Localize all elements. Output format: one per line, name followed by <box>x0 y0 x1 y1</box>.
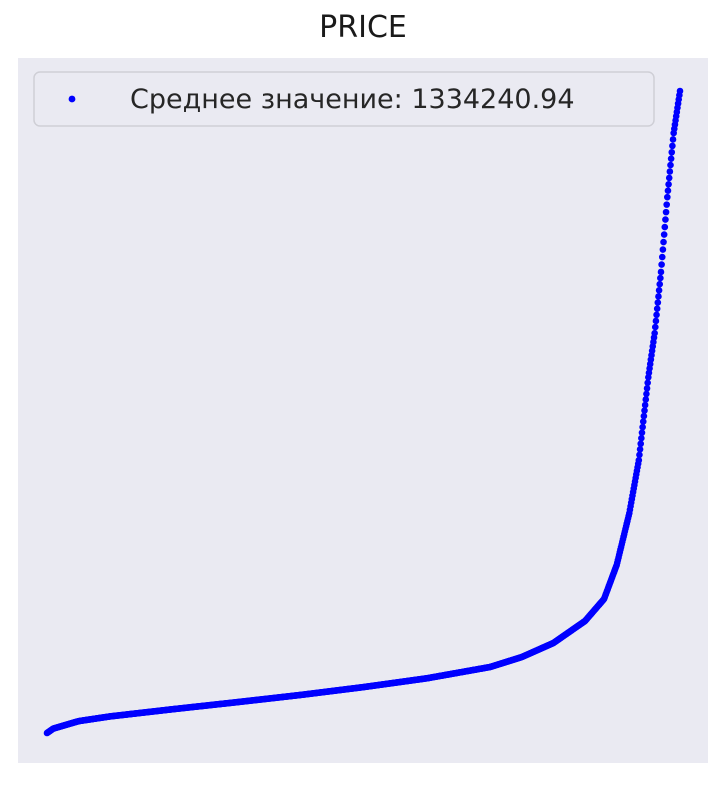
data-point <box>641 401 649 409</box>
data-point <box>662 216 669 223</box>
legend-box <box>33 71 655 127</box>
data-point <box>665 181 672 188</box>
data-point <box>652 317 660 325</box>
data-point <box>653 305 661 313</box>
data-point <box>656 280 664 288</box>
legend-marker <box>68 95 76 103</box>
legend-label: Среднее значение: 1334240.94 <box>130 84 575 115</box>
data-point <box>643 385 651 392</box>
legend: Среднее значение: 1334240.94 <box>33 71 655 127</box>
data-point <box>663 201 670 208</box>
data-point <box>664 193 671 201</box>
data-point <box>669 136 677 143</box>
data-point <box>638 434 645 442</box>
data-point <box>639 418 647 425</box>
chart-title: PRICE <box>319 10 407 45</box>
data-point <box>654 299 662 306</box>
data-point <box>651 329 658 337</box>
data-point <box>655 287 663 294</box>
data-point <box>657 268 665 276</box>
data-point <box>655 293 662 300</box>
data-point <box>638 429 646 436</box>
data-point <box>637 440 645 448</box>
data-point <box>643 390 650 398</box>
data-point <box>660 238 667 246</box>
data-point <box>676 87 684 95</box>
plot-area <box>18 58 708 763</box>
data-point <box>660 231 668 238</box>
data-point <box>636 451 643 459</box>
data-point <box>665 174 673 182</box>
data-point <box>658 261 665 268</box>
data-point <box>659 246 667 253</box>
scatter-points <box>43 87 684 737</box>
data-point <box>641 407 648 414</box>
data-point <box>636 446 644 453</box>
data-point <box>651 323 659 331</box>
data-point <box>658 253 666 261</box>
data-point <box>639 423 646 431</box>
data-point <box>653 311 660 319</box>
data-point <box>657 274 664 282</box>
data-point <box>642 396 650 403</box>
data-point <box>640 412 648 420</box>
data-point <box>667 161 674 169</box>
data-point <box>667 155 675 162</box>
data-point <box>668 148 676 156</box>
data-point <box>664 187 672 195</box>
data-point <box>644 379 651 387</box>
data-point <box>635 456 643 464</box>
data-point <box>662 208 670 216</box>
data-point <box>669 142 676 150</box>
data-point <box>666 168 674 175</box>
data-point <box>661 223 669 231</box>
